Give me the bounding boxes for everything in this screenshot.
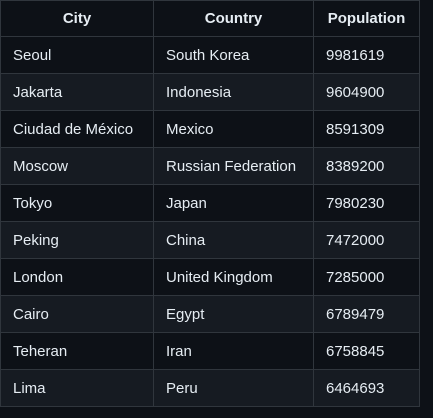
table-row: Jakarta Indonesia 9604900 xyxy=(0,73,420,111)
column-header-city: City xyxy=(0,0,154,37)
cell-city: London xyxy=(0,258,154,296)
column-header-country: Country xyxy=(153,0,314,37)
cell-city: Teheran xyxy=(0,332,154,370)
cell-country: Peru xyxy=(153,369,314,407)
cell-population: 9604900 xyxy=(313,73,420,111)
cell-population: 7285000 xyxy=(313,258,420,296)
cell-country: Egypt xyxy=(153,295,314,333)
cell-population: 8389200 xyxy=(313,147,420,185)
table-row: Tokyo Japan 7980230 xyxy=(0,184,420,222)
cell-city: Moscow xyxy=(0,147,154,185)
table-row: Seoul South Korea 9981619 xyxy=(0,36,420,74)
cell-country: Mexico xyxy=(153,110,314,148)
table-row: Teheran Iran 6758845 xyxy=(0,332,420,370)
cell-city: Ciudad de México xyxy=(0,110,154,148)
city-population-table: City Country Population Seoul South Korea… xyxy=(0,0,420,407)
column-header-population: Population xyxy=(313,0,420,37)
cell-city: Tokyo xyxy=(0,184,154,222)
cell-country: South Korea xyxy=(153,36,314,74)
cell-population: 6464693 xyxy=(313,369,420,407)
table-body: Seoul South Korea 9981619 Jakarta Indonesia 9… xyxy=(0,36,420,407)
cell-city: Jakarta xyxy=(0,73,154,111)
cell-country: Indonesia xyxy=(153,73,314,111)
cell-country: China xyxy=(153,221,314,259)
cell-country: Russian Federation xyxy=(153,147,314,185)
cell-population: 9981619 xyxy=(313,36,420,74)
cell-population: 7472000 xyxy=(313,221,420,259)
cell-country: Japan xyxy=(153,184,314,222)
cell-country: Iran xyxy=(153,332,314,370)
cell-city: Peking xyxy=(0,221,154,259)
cell-city: Seoul xyxy=(0,36,154,74)
cell-population: 6758845 xyxy=(313,332,420,370)
cell-city: Lima xyxy=(0,369,154,407)
table-row: Peking China 7472000 xyxy=(0,221,420,259)
table-header: City Country Population xyxy=(0,0,420,37)
table-row: London United Kingdom 7285000 xyxy=(0,258,420,296)
cell-population: 8591309 xyxy=(313,110,420,148)
table-row: Cairo Egypt 6789479 xyxy=(0,295,420,333)
table-row: Moscow Russian Federation 8389200 xyxy=(0,147,420,185)
cell-city: Cairo xyxy=(0,295,154,333)
cell-population: 6789479 xyxy=(313,295,420,333)
cell-population: 7980230 xyxy=(313,184,420,222)
cell-country: United Kingdom xyxy=(153,258,314,296)
table-row: Ciudad de México Mexico 8591309 xyxy=(0,110,420,148)
header-row: City Country Population xyxy=(0,0,420,37)
table-row: Lima Peru 6464693 xyxy=(0,369,420,407)
table-container: City Country Population Seoul South Korea… xyxy=(0,0,420,407)
